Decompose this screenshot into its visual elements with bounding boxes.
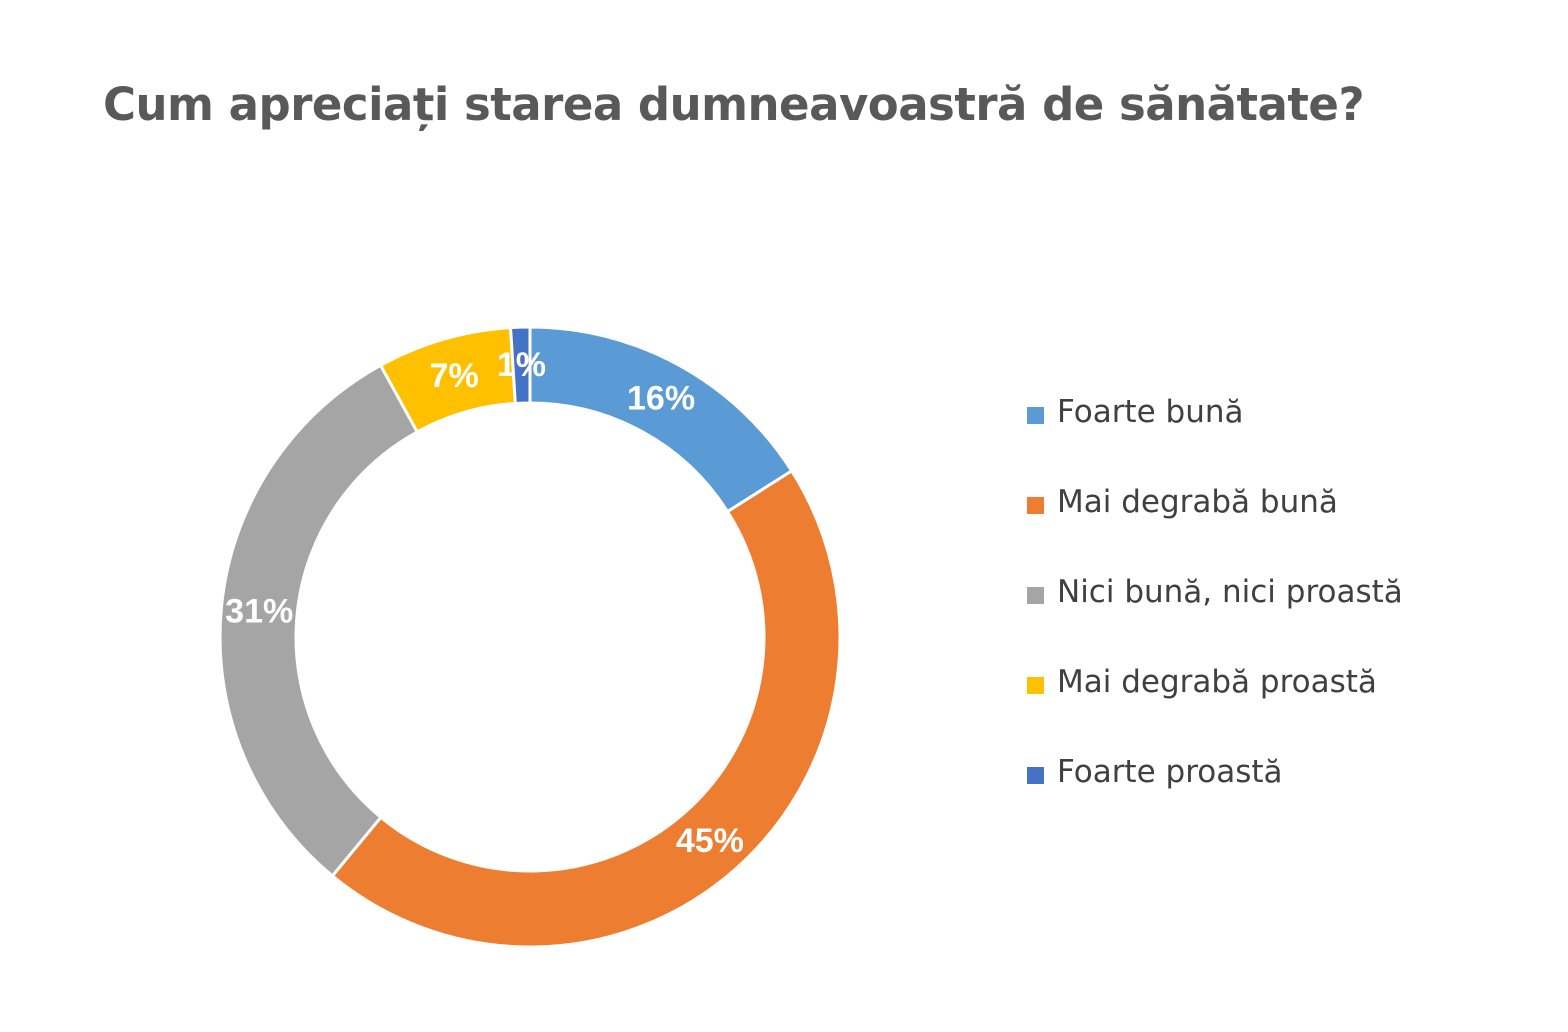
slice-foarte-buna <box>528 325 794 514</box>
chart-title: Cum apreciați starea dumneavoastră de să… <box>103 78 1365 131</box>
donut-data-labels: 16% 45% 31% 7% 1% <box>225 346 744 860</box>
slice-nici-buna-nici-proasta <box>218 363 420 878</box>
donut-slices <box>218 325 842 949</box>
data-label-foarte-buna: 16% <box>627 380 695 418</box>
legend-item-foarte-buna: Foarte bună <box>1027 394 1403 484</box>
legend-swatch <box>1027 497 1044 514</box>
legend-swatch <box>1027 587 1044 604</box>
data-label-nici-buna-nici-proasta: 31% <box>225 592 293 630</box>
chart-legend: Foarte bună Mai degrabă bună Nici bună, ni… <box>1027 394 1403 844</box>
legend-label: Foarte bună <box>1057 394 1244 430</box>
data-label-mai-degraba-buna: 45% <box>676 822 744 860</box>
data-label-foarte-proasta: 1% <box>497 346 546 384</box>
data-label-mai-degraba-proasta: 7% <box>430 357 479 395</box>
legend-label: Foarte proastă <box>1057 754 1283 790</box>
legend-label: Mai degrabă bună <box>1057 484 1338 520</box>
legend-swatch <box>1027 407 1044 424</box>
legend-swatch <box>1027 677 1044 694</box>
slice-mai-degraba-buna <box>330 468 842 949</box>
legend-item-mai-degraba-proasta: Mai degrabă proastă <box>1027 664 1403 754</box>
legend-swatch <box>1027 767 1044 784</box>
legend-label: Mai degrabă proastă <box>1057 664 1377 700</box>
legend-label: Nici bună, nici proastă <box>1057 574 1403 610</box>
legend-item-mai-degraba-buna: Mai degrabă bună <box>1027 484 1403 574</box>
legend-item-foarte-proasta: Foarte proastă <box>1027 754 1403 844</box>
legend-item-nici-buna-nici-proasta: Nici bună, nici proastă <box>1027 574 1403 664</box>
slice-foarte-proasta <box>508 325 532 406</box>
